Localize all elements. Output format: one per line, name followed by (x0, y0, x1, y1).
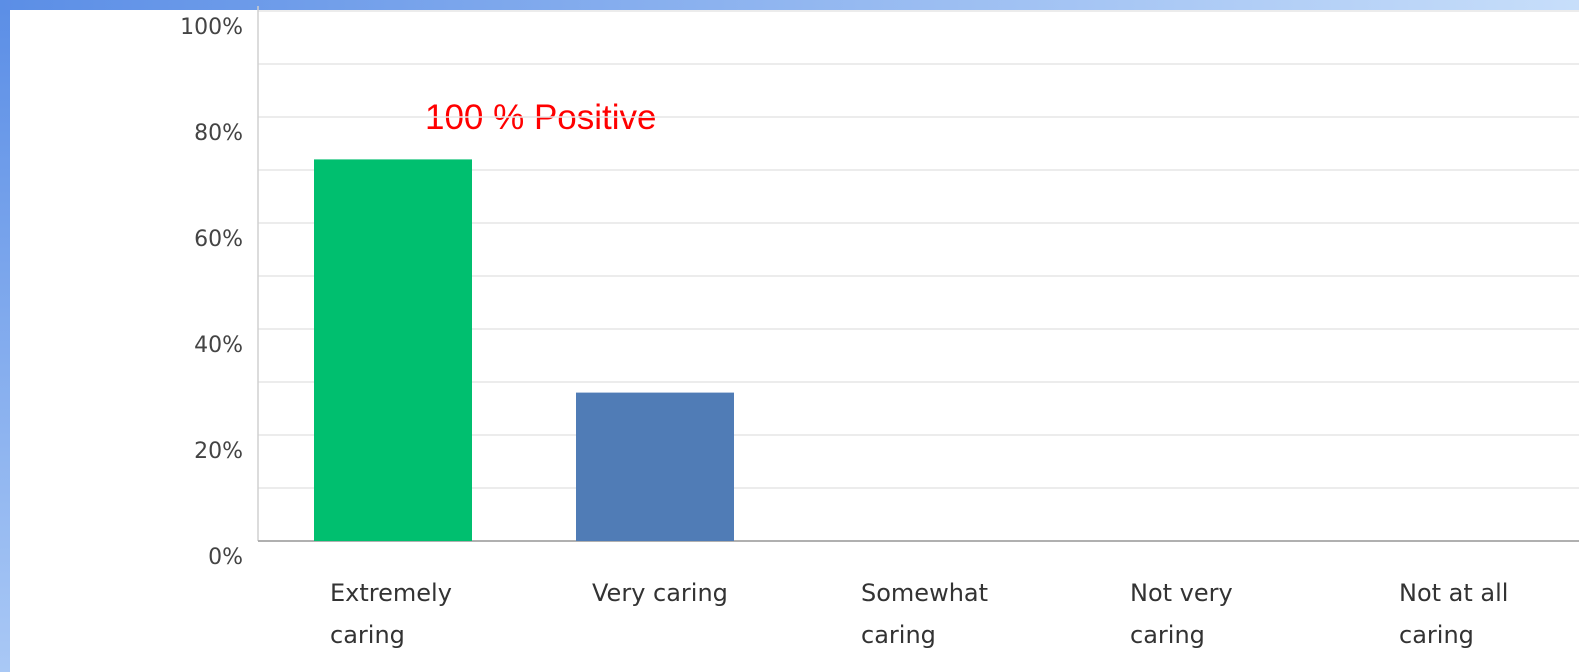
x-tick-label: Very caring (592, 579, 728, 607)
y-tick-label: 60% (194, 227, 243, 252)
x-tick-label: Extremely caring (330, 579, 452, 649)
x-tick-label: Not very caring (1130, 579, 1233, 649)
y-tick-label: 80% (194, 121, 243, 146)
y-tick-label: 40% (194, 333, 243, 358)
y-tick-label: 100% (180, 15, 243, 40)
bar (576, 392, 734, 541)
frame-border (0, 0, 1579, 10)
y-tick-label: 0% (208, 545, 243, 570)
bar (314, 159, 472, 541)
y-tick-label: 20% (194, 439, 243, 464)
x-tick-label: Not at all caring (1399, 579, 1509, 649)
frame-border (0, 0, 10, 672)
x-tick-label: Somewhat caring (861, 579, 989, 649)
